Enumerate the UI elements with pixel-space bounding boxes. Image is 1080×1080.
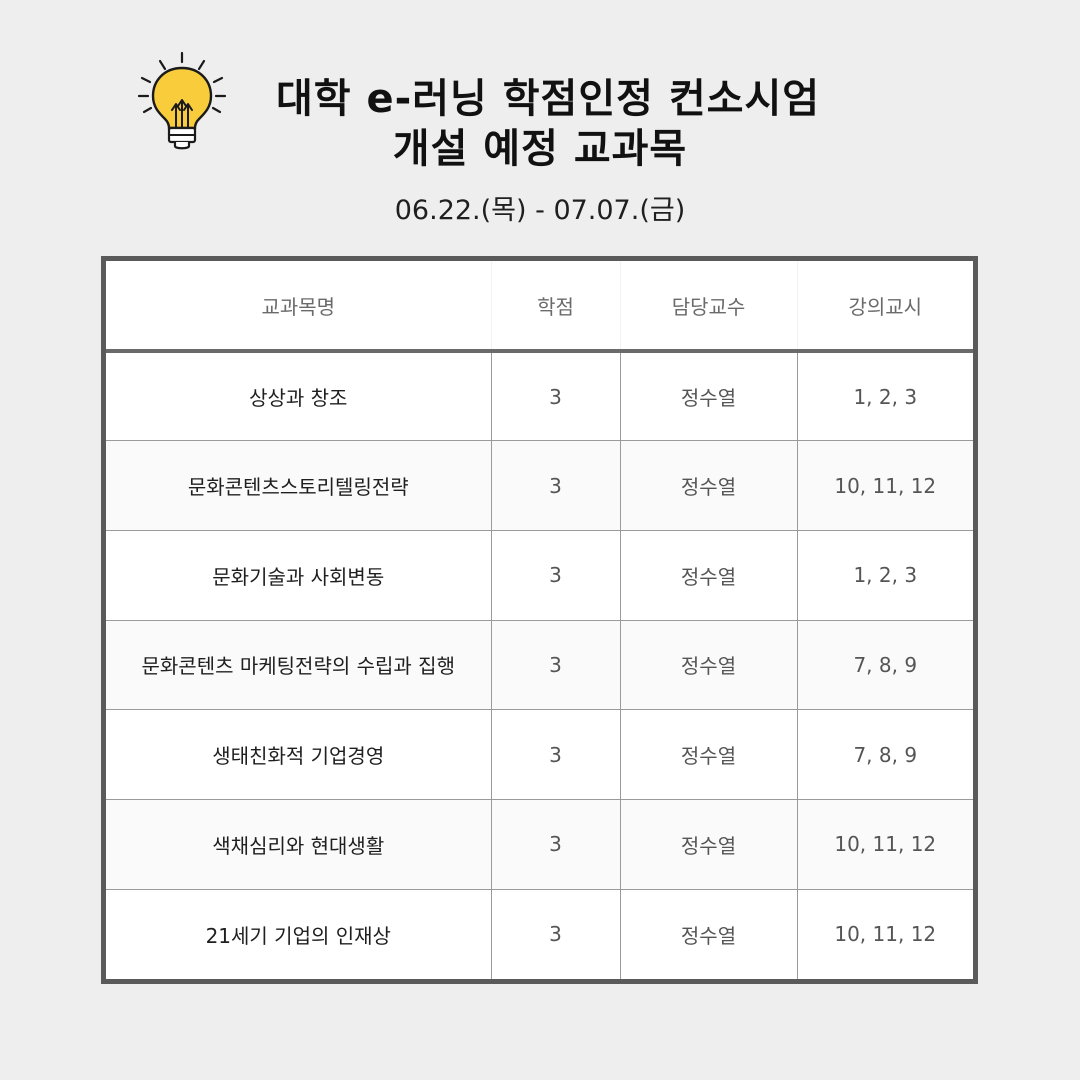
table-row: 생태친화적 기업경영 3 정수열 7, 8, 9 [106, 709, 973, 800]
course-periods: 1, 2, 3 [796, 351, 973, 441]
course-name: 문화기술과 사회변동 [106, 529, 491, 621]
table-row: 색채심리와 현대생활 3 정수열 10, 11, 12 [106, 799, 973, 890]
course-professor: 정수열 [619, 619, 797, 710]
course-name: 색채심리와 현대생활 [106, 799, 491, 890]
course-table-frame: 교과목명 학점 담당교수 강의교시 상상과 창조 3 정수열 1, 2, 3 문… [101, 256, 978, 984]
course-professor: 정수열 [619, 440, 797, 531]
page-title-line2: 개설 예정 교과목 [392, 126, 688, 172]
course-name: 생태친화적 기업경영 [106, 709, 491, 800]
table-header-row: 교과목명 학점 담당교수 강의교시 [106, 261, 973, 353]
page-title-line1: 대학 e-러닝 학점인정 컨소시엄 [275, 76, 821, 122]
course-professor: 정수열 [619, 888, 797, 979]
course-name: 문화콘텐츠스토리텔링전략 [106, 440, 491, 531]
column-header-credits: 학점 [490, 261, 620, 353]
column-header-periods: 강의교시 [796, 261, 973, 353]
table-row: 상상과 창조 3 정수열 1, 2, 3 [106, 351, 973, 441]
course-professor: 정수열 [619, 529, 797, 621]
date-range: 06.22.(목) - 07.07.(금) [394, 195, 686, 226]
course-credits: 3 [490, 440, 620, 531]
course-periods: 7, 8, 9 [796, 619, 973, 710]
course-professor: 정수열 [619, 351, 797, 441]
table-row: 문화콘텐츠 마케팅전략의 수립과 집행 3 정수열 7, 8, 9 [106, 619, 973, 710]
course-credits: 3 [490, 799, 620, 890]
course-periods: 10, 11, 12 [796, 888, 973, 979]
course-name: 21세기 기업의 인재상 [106, 888, 491, 979]
course-name: 상상과 창조 [106, 351, 491, 441]
table-row: 문화기술과 사회변동 3 정수열 1, 2, 3 [106, 529, 973, 621]
course-table: 교과목명 학점 담당교수 강의교시 상상과 창조 3 정수열 1, 2, 3 문… [106, 261, 973, 979]
course-credits: 3 [490, 709, 620, 800]
table-row: 21세기 기업의 인재상 3 정수열 10, 11, 12 [106, 888, 973, 979]
table-row: 문화콘텐츠스토리텔링전략 3 정수열 10, 11, 12 [106, 440, 973, 531]
course-professor: 정수열 [619, 799, 797, 890]
course-periods: 7, 8, 9 [796, 709, 973, 800]
course-periods: 10, 11, 12 [796, 440, 973, 531]
column-header-professor: 담당교수 [619, 261, 797, 353]
course-professor: 정수열 [619, 709, 797, 800]
course-credits: 3 [490, 529, 620, 621]
course-credits: 3 [490, 619, 620, 710]
course-name: 문화콘텐츠 마케팅전략의 수립과 집행 [106, 619, 491, 710]
course-credits: 3 [490, 888, 620, 979]
lightbulb-icon [132, 48, 232, 158]
course-periods: 1, 2, 3 [796, 529, 973, 621]
column-header-course: 교과목명 [106, 261, 491, 353]
course-periods: 10, 11, 12 [796, 799, 973, 890]
course-credits: 3 [490, 351, 620, 441]
